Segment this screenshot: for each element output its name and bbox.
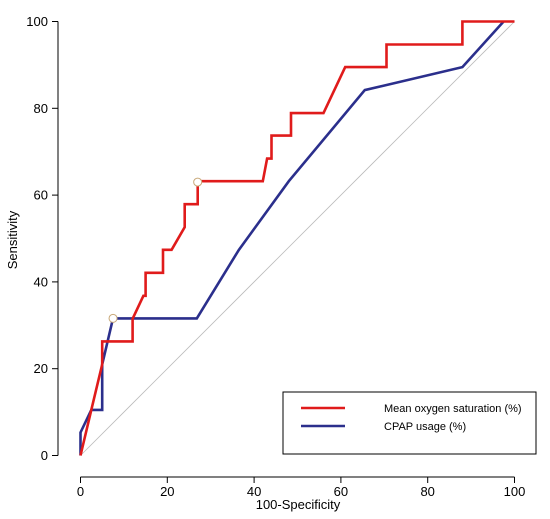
x-tick-label: 80 [420,484,434,499]
x-tick-label: 0 [77,484,84,499]
cutoff-marker [108,313,118,323]
y-tick-label: 0 [41,448,48,463]
legend: Mean oxygen saturation (%) CPAP usage (%) [301,403,522,433]
series-line-mean-oxygen-saturation [79,20,515,456]
reference-diagonal [80,21,515,456]
y-tick-label: 20 [34,361,48,376]
cutoff-marker [193,177,203,187]
x-axis-title: 100-Specificity [256,497,341,512]
y-axis-title: Sensitivity [5,210,20,269]
y-tick-label: 40 [34,274,48,289]
y-tick-label: 80 [34,101,48,116]
x-tick-label: 20 [160,484,174,499]
series-line-cpap-usage [79,20,505,456]
x-tick-label: 100 [504,484,526,499]
legend-label: Mean oxygen saturation (%) [384,403,522,415]
legend-label: CPAP usage (%) [384,421,466,433]
x-tick-label: 40 [247,484,261,499]
legend-box [282,391,537,455]
y-tick-label: 60 [34,188,48,203]
x-tick-label: 60 [334,484,348,499]
y-tick-label: 100 [26,14,48,29]
